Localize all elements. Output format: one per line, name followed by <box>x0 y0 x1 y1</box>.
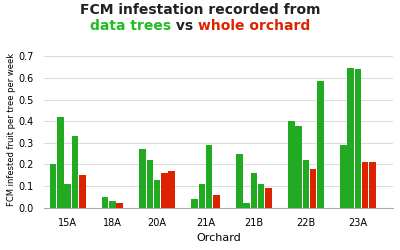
Bar <box>213 195 220 208</box>
Bar <box>102 197 108 208</box>
Bar <box>355 69 361 208</box>
Bar <box>57 117 64 208</box>
Bar <box>168 171 175 208</box>
Bar <box>72 136 78 208</box>
Bar <box>154 180 160 208</box>
Bar <box>243 204 250 208</box>
Bar <box>191 199 198 208</box>
Text: whole orchard: whole orchard <box>198 19 310 33</box>
Bar <box>139 149 146 208</box>
Bar <box>251 173 257 208</box>
Bar <box>288 121 295 208</box>
Bar <box>340 145 347 208</box>
Text: FCM infestation recorded from: FCM infestation recorded from <box>80 3 320 17</box>
Bar <box>303 160 309 208</box>
Bar <box>116 204 123 208</box>
Bar <box>109 201 116 208</box>
Bar <box>64 184 71 208</box>
Bar <box>295 126 302 208</box>
Bar <box>206 145 212 208</box>
Bar <box>161 173 168 208</box>
Bar <box>347 68 354 208</box>
Bar <box>310 169 316 208</box>
X-axis label: Orchard: Orchard <box>196 233 241 243</box>
Bar <box>147 160 153 208</box>
Y-axis label: FCM infested fruit per tree per week: FCM infested fruit per tree per week <box>7 53 16 206</box>
Text: vs: vs <box>171 19 198 33</box>
Bar <box>317 81 324 208</box>
Bar <box>362 162 368 208</box>
Bar <box>265 188 272 208</box>
Bar <box>50 164 56 208</box>
Bar <box>258 184 264 208</box>
Bar <box>79 175 86 208</box>
Text: data trees: data trees <box>90 19 171 33</box>
Bar <box>369 162 376 208</box>
Bar <box>199 184 205 208</box>
Bar <box>236 154 243 208</box>
